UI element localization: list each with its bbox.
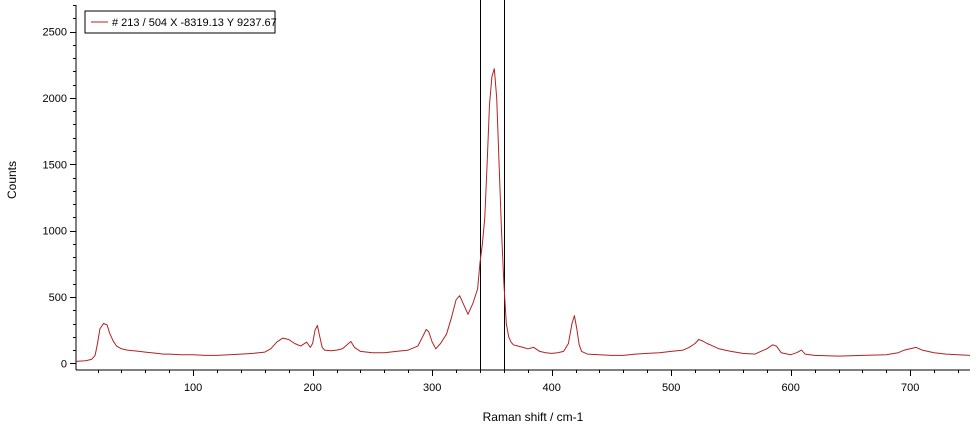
x-tick-label: 700 <box>901 382 919 394</box>
y-tick-label: 0 <box>61 358 67 370</box>
x-axis-label: Raman shift / cm-1 <box>483 410 584 424</box>
cursor-lines <box>480 0 505 370</box>
legend-box <box>84 10 276 34</box>
legend-label: # 213 / 504 X -8319.13 Y 9237.67 <box>112 17 277 29</box>
x-tick-label: 500 <box>662 382 680 394</box>
y-tick-label: 2000 <box>43 93 67 105</box>
axes: 0 500 1000 1500 2000 2500 100 200 300 400 500 600 70… <box>43 5 970 394</box>
x-tick-label: 300 <box>423 382 441 394</box>
y-tick-label: 2500 <box>43 27 67 39</box>
series-line <box>75 68 971 362</box>
series-layer <box>75 68 971 362</box>
x-tick-label: 200 <box>303 382 321 394</box>
x-tick-label: 600 <box>782 382 800 394</box>
x-tick-label: 400 <box>543 382 561 394</box>
legend: # 213 / 504 X -8319.13 Y 9237.67 <box>84 10 277 34</box>
y-tick-label: 500 <box>49 292 67 304</box>
y-tick-label: 1500 <box>43 159 67 171</box>
y-tick-label: 1000 <box>43 226 67 238</box>
x-tick-label: 100 <box>184 382 202 394</box>
y-axis-label: Counts <box>5 161 19 199</box>
